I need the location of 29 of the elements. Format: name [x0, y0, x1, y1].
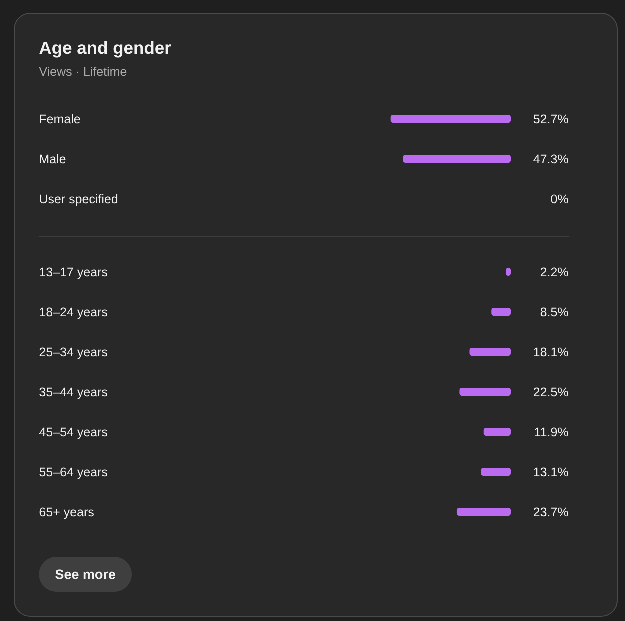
data-label: 47.3% — [534, 154, 568, 164]
y-tick-label: 18–24 years — [40, 308, 108, 320]
data-label: 13.1% — [534, 468, 568, 477]
bar — [481, 468, 511, 476]
y-tick-label: 55–64 years — [40, 468, 108, 480]
bar — [470, 348, 511, 356]
data-label: 52.7% — [534, 114, 568, 124]
bar — [460, 388, 511, 396]
y-tick-label: Female — [40, 114, 80, 124]
y-tick-label: 35–44 years — [40, 388, 108, 400]
text: Views · Lifetime — [39, 66, 127, 76]
data-label: 11.9% — [535, 428, 568, 437]
data-label: 18.1% — [534, 348, 568, 357]
data-label: 0% — [551, 194, 568, 204]
y-tick-label: 65+ years — [40, 508, 94, 520]
bar — [492, 308, 511, 316]
data-label: 22.5% — [534, 388, 568, 397]
text: Age and gender — [40, 41, 172, 58]
y-tick-label: 25–34 years — [40, 348, 108, 360]
data-label: 23.7% — [534, 508, 568, 517]
bar — [456, 508, 511, 516]
y-tick-label: 13–17 years — [40, 268, 108, 280]
y-tick-label: User specified — [40, 194, 118, 206]
data-label: 8.5% — [540, 308, 568, 317]
y-tick-label: 45–54 years — [39, 428, 108, 440]
text: See more — [56, 570, 116, 580]
data-label: 2.2% — [540, 268, 568, 277]
bar — [484, 428, 511, 436]
y-tick-label: Male — [40, 154, 66, 164]
